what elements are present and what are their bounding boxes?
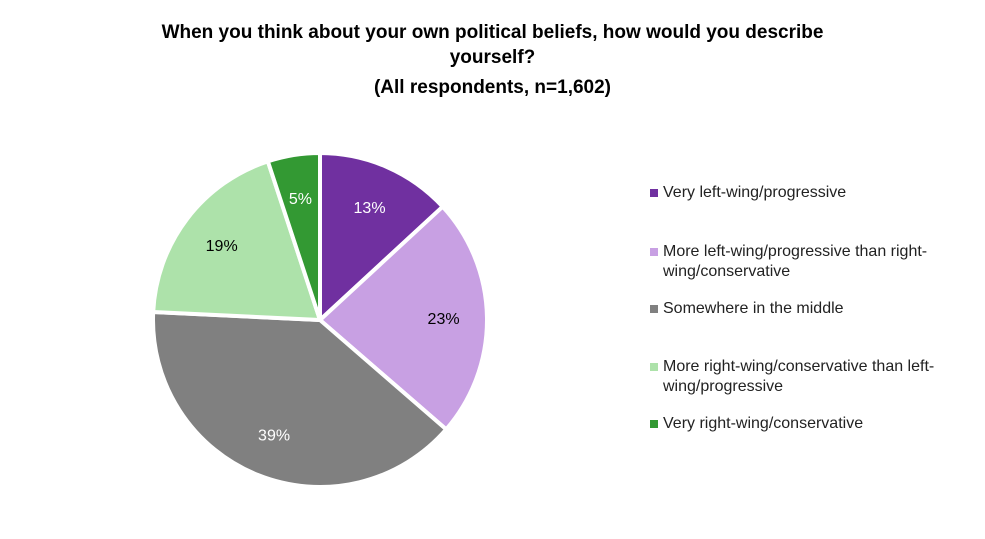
pie-slice-0 bbox=[318, 151, 445, 322]
chart-title-line-1: When you think about your own political … bbox=[161, 22, 824, 43]
chart-subtitle: (All respondents, n=1,602) bbox=[373, 77, 612, 98]
legend-label: Somewhere in the middle bbox=[663, 300, 844, 317]
data-label-4: 5% bbox=[289, 191, 312, 208]
legend-label: Very left-wing/progressive bbox=[663, 184, 847, 201]
pie-slice-2 bbox=[151, 310, 449, 489]
legend-label: Very right-wing/conservative bbox=[663, 415, 864, 432]
data-label-0: 13% bbox=[354, 200, 386, 217]
pie-slice-4 bbox=[265, 151, 322, 322]
legend-label-cont: wing/conservative bbox=[663, 263, 791, 280]
pie-slice-3 bbox=[151, 159, 322, 322]
legend-swatch bbox=[650, 248, 658, 256]
legend-label: More right-wing/conservative than left- bbox=[663, 358, 935, 375]
legend-swatch bbox=[650, 189, 658, 197]
legend-item-more-left: More left-wing/progressive than right- w… bbox=[650, 242, 970, 282]
legend-item-very-left: Very left-wing/progressive bbox=[650, 183, 970, 203]
chart-title-line-2: yourself? bbox=[449, 47, 536, 68]
legend-swatch bbox=[650, 305, 658, 313]
legend-label-cont: wing/progressive bbox=[663, 378, 784, 395]
legend-item-more-right: More right-wing/conservative than left- … bbox=[650, 357, 970, 397]
pie-slice-1 bbox=[318, 204, 489, 432]
legend-swatch bbox=[650, 363, 658, 371]
legend-swatch bbox=[650, 420, 658, 428]
legend-item-very-right: Very right-wing/conservative bbox=[650, 414, 970, 434]
data-label-2: 39% bbox=[258, 428, 290, 445]
legend-item-middle: Somewhere in the middle bbox=[650, 299, 970, 319]
legend-label: More left-wing/progressive than right- bbox=[663, 243, 928, 260]
data-label-1: 23% bbox=[428, 311, 460, 328]
data-label-3: 19% bbox=[206, 238, 238, 255]
